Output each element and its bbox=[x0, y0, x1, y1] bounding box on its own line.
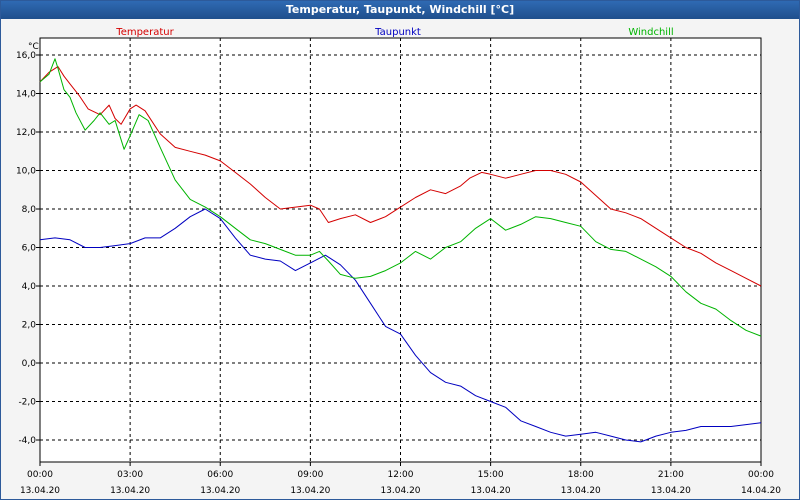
y-tick-label: 10,0 bbox=[16, 167, 36, 177]
x-tick-time-label: 03:00 bbox=[117, 470, 143, 480]
y-axis-ticks: 16,0 14,0 12,0 10,0 8,0 6,0 4,0 2,0 0,0 -2,0 -4,0 bbox=[16, 51, 40, 446]
y-tick-label: 16,0 bbox=[16, 51, 36, 61]
y-tick-label: 0,0 bbox=[22, 359, 37, 369]
x-tick-time-label: 18:00 bbox=[568, 470, 594, 480]
data-series bbox=[39, 58, 762, 443]
x-tick-time-label: 09:00 bbox=[297, 470, 323, 480]
legend-entry-taupunkt: Taupunkt bbox=[374, 27, 421, 38]
y-tick-label: -4,0 bbox=[18, 436, 36, 446]
y-tick-label: -2,0 bbox=[18, 398, 36, 408]
x-tick-time-label: 06:00 bbox=[207, 470, 233, 480]
legend-entry-temperatur: Temperatur bbox=[115, 27, 174, 38]
x-tick-date-label: 13.04.20 bbox=[290, 486, 330, 496]
legend-entry-windchill: Windchill bbox=[628, 27, 673, 38]
x-tick-date-label: 14.04.20 bbox=[741, 486, 781, 496]
y-tick-label: 2,0 bbox=[22, 321, 37, 331]
y-tick-label: 6,0 bbox=[22, 244, 37, 254]
y-tick-label: 12,0 bbox=[16, 128, 36, 138]
y-tick-label: 14,0 bbox=[16, 90, 36, 100]
x-tick-date-label: 13.04.20 bbox=[561, 486, 601, 496]
x-axis-ticks: 00:00 13.04.20 03:00 13.04.20 06:00 13.04.20 0… bbox=[20, 462, 781, 496]
x-tick-date-label: 13.04.20 bbox=[20, 486, 60, 496]
legend: Temperatur Taupunkt Windchill bbox=[115, 27, 673, 38]
x-tick-date-label: 13.04.20 bbox=[471, 486, 511, 496]
y-tick-label: 4,0 bbox=[22, 282, 37, 292]
series-line-windchill bbox=[39, 58, 762, 337]
x-tick-time-label: 00:00 bbox=[27, 470, 53, 480]
series-line-taupunkt bbox=[39, 208, 762, 443]
y-tick-label: 8,0 bbox=[22, 205, 37, 215]
series-line-temperatur bbox=[39, 66, 762, 287]
x-tick-time-label: 15:00 bbox=[478, 470, 504, 480]
x-tick-time-label: 12:00 bbox=[388, 470, 414, 480]
x-tick-date-label: 13.04.20 bbox=[651, 486, 691, 496]
window-title: Temperatur, Taupunkt, Windchill [°C] bbox=[1, 1, 799, 19]
y-axis-unit: °C bbox=[28, 42, 39, 52]
x-tick-date-label: 13.04.20 bbox=[380, 486, 420, 496]
x-tick-time-label: 21:00 bbox=[658, 470, 684, 480]
grid-lines bbox=[40, 38, 761, 462]
x-tick-date-label: 13.04.20 bbox=[200, 486, 240, 496]
x-tick-time-label: 00:00 bbox=[748, 470, 774, 480]
x-tick-date-label: 13.04.20 bbox=[110, 486, 150, 496]
